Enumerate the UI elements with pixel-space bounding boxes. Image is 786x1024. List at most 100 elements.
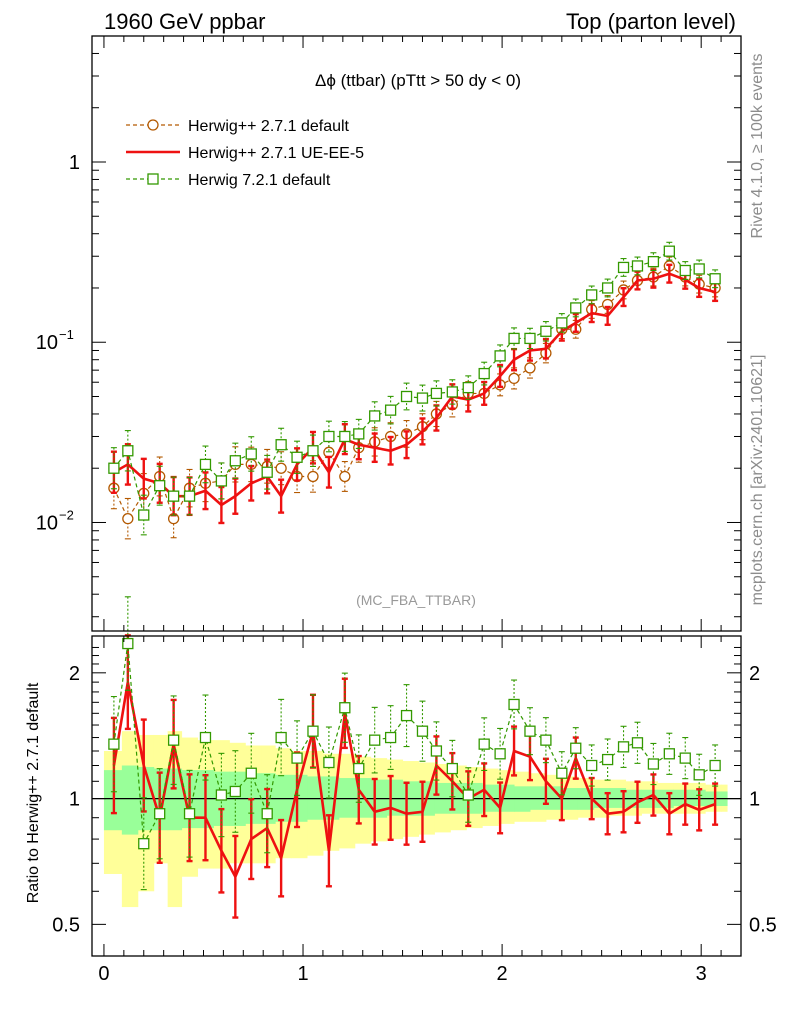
- ratio-panel-series: [108, 596, 721, 919]
- ratio-series-1-marker-17: [369, 734, 381, 746]
- main-series-2-marker-38: [693, 263, 705, 275]
- main-y-label-0p1-base: 10: [36, 332, 58, 354]
- main-series-0-marker-27: [524, 362, 536, 374]
- ratio-series-1-marker-19: [400, 709, 413, 722]
- ratio-series-1-marker-37: [679, 752, 691, 764]
- legend: Herwig++ 2.7.1 default Herwig++ 2.7.1 UE-…: [126, 118, 364, 189]
- ratio-series-1-marker-28: [540, 734, 552, 746]
- band-green-32: [609, 788, 627, 808]
- x-tick-label-2: 2: [497, 963, 508, 985]
- x-tick-label-3: 3: [696, 963, 707, 985]
- energy-label: 1960 GeV ppbar: [104, 9, 265, 34]
- main-series-2-marker-0: [108, 462, 120, 474]
- main-series-2-marker-14: [323, 430, 335, 443]
- ratio-series-1-marker-11: [275, 731, 287, 744]
- ratio-series-1-marker-27: [524, 725, 536, 737]
- main-series-2-marker-15: [339, 430, 351, 443]
- main-series-2-marker-18: [384, 404, 397, 416]
- main-series-2-marker-22: [446, 386, 458, 398]
- main-series-2-marker-11: [275, 439, 287, 451]
- ratio-series-1-marker-12: [291, 752, 303, 764]
- ratio-series-1-marker-34: [631, 737, 644, 749]
- ratio-series-1-marker-18: [384, 731, 397, 744]
- ratio-series-0-line: [112, 681, 716, 880]
- mcplots-label: mcplots.cern.ch [arXiv:2401.10621]: [749, 355, 766, 606]
- legend-marker-0: [147, 119, 159, 131]
- ratio-series-1-marker-29: [556, 767, 568, 779]
- main-series-2-marker-23: [462, 381, 474, 394]
- main-series-0-line: [113, 265, 716, 521]
- main-series-2-marker-13: [307, 445, 319, 457]
- band-green-1: [121, 765, 139, 835]
- ratio-series-1-marker-26: [508, 698, 520, 711]
- ratio-series-1-marker-15: [339, 702, 351, 714]
- main-series-2-marker-32: [601, 282, 614, 294]
- legend-marker-2: [147, 173, 159, 185]
- main-panel-series: [108, 241, 721, 540]
- main-series-2-marker-33: [617, 261, 630, 274]
- ratio-series-1-marker-39: [709, 759, 721, 772]
- main-series-2-marker-37: [679, 264, 691, 277]
- ratio-series-1-marker-20: [416, 725, 429, 737]
- ratio-y-label-right-0: 0.5: [749, 914, 777, 936]
- ratio-frame: [91, 635, 742, 957]
- main-series-2-marker-10: [261, 466, 273, 478]
- ratio-y-axis-label: Ratio to Herwig++ 2.7.1 default: [25, 682, 42, 903]
- ratio-y-label-left-2: 2: [69, 663, 80, 685]
- ratio-series-1-marker-38: [693, 769, 705, 781]
- main-series-2-marker-19: [400, 390, 413, 403]
- ratio-series-1-marker-22: [446, 762, 458, 775]
- main-series-2-marker-35: [647, 255, 660, 268]
- main-series-2-marker-3: [154, 480, 166, 492]
- ratio-uncertainty-bands: [92, 731, 741, 908]
- process-label: Top (parton level): [566, 9, 736, 34]
- ratio-series-1-marker-6: [199, 731, 212, 744]
- main-y-label-0p1-exp: −1: [59, 327, 74, 342]
- main-series-2-marker-28: [540, 325, 552, 337]
- main-frame: [91, 35, 742, 632]
- ratio-series-1-marker-3: [154, 808, 166, 820]
- legend-label-2: Herwig 7.2.1 default: [188, 172, 331, 189]
- main-series-2-marker-30: [570, 302, 582, 314]
- main-series-2-marker-9: [245, 448, 257, 460]
- ratio-series-1-marker-30: [570, 742, 582, 754]
- ratio-series-1-marker-36: [663, 748, 675, 760]
- ratio-series-1-marker-23: [462, 789, 474, 801]
- ratio-series-1-marker-4: [167, 734, 180, 746]
- main-y-label-0p01-base: 10: [36, 512, 58, 534]
- main-series-2-marker-21: [430, 387, 443, 400]
- ratio-series-1-marker-10: [261, 808, 273, 820]
- ratio-series-1-marker-32: [601, 753, 614, 766]
- main-series-2-marker-5: [183, 490, 196, 502]
- ratio-series-1-marker-1: [122, 637, 134, 650]
- ratio-y-label-left-1: 1: [69, 789, 80, 811]
- main-series-2-marker-24: [478, 367, 490, 380]
- main-series-2-marker-17: [369, 410, 381, 422]
- ratio-series-1-marker-35: [647, 758, 660, 770]
- main-series-2-marker-6: [199, 458, 212, 471]
- ratio-series-1-marker-0: [108, 738, 120, 750]
- ratio-series-1-marker-31: [586, 759, 598, 772]
- main-series-2-marker-12: [291, 451, 303, 463]
- legend-label-0: Herwig++ 2.7.1 default: [188, 118, 350, 135]
- main-series-2-marker-27: [524, 332, 536, 345]
- main-series-0-marker-26: [508, 372, 520, 385]
- x-tick-label-0: 0: [98, 963, 109, 985]
- ratio-y-label-right-1: 1: [749, 789, 760, 811]
- main-series-2-marker-26: [508, 332, 520, 345]
- main-series-0-marker-13: [307, 470, 319, 483]
- rivet-version-label: Rivet 4.1.0, ≥ 100k events: [749, 54, 766, 239]
- ratio-y-label-right-2: 2: [749, 663, 760, 685]
- main-series-2-marker-4: [167, 490, 180, 502]
- main-series-2-line: [113, 250, 716, 517]
- main-series-2-marker-25: [494, 350, 506, 362]
- main-series-2-marker-39: [709, 273, 721, 285]
- main-series-2-marker-20: [416, 392, 429, 404]
- main-series-2-marker-36: [663, 245, 675, 257]
- analysis-watermark: (MC_FBA_TTBAR): [356, 592, 476, 608]
- main-series-2-marker-16: [353, 428, 365, 440]
- ratio-series-1-marker-14: [323, 756, 335, 769]
- main-series-2-marker-2: [138, 509, 150, 521]
- main-series-0-marker-15: [339, 470, 351, 483]
